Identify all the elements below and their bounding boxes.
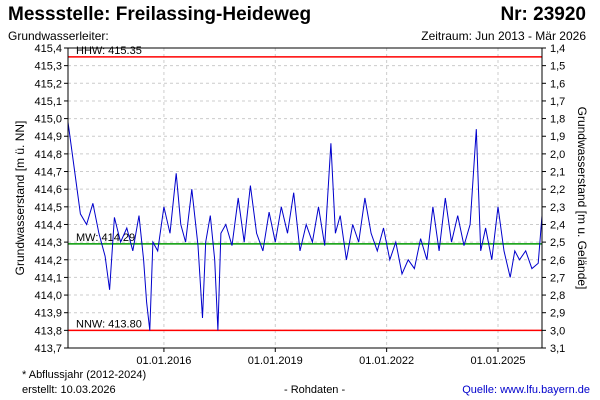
- y-tick-label-right: 1,8: [550, 114, 565, 126]
- y-tick-label-right: 2,8: [550, 290, 565, 302]
- y-tick-label-left: 414,8: [34, 149, 62, 161]
- y-tick-label-left: 415,0: [34, 114, 62, 126]
- y-tick-label-right: 1,5: [550, 61, 565, 73]
- footnote: * Abflussjahr (2012-2024): [22, 369, 147, 381]
- y-tick-label-left: 415,3: [34, 61, 62, 73]
- y-tick-label-left: 414,6: [34, 184, 62, 196]
- y-axis-label-right: Grundwasserstand [m u. Gelände]: [575, 107, 589, 290]
- y-tick-label-right: 2,4: [550, 219, 565, 231]
- x-tick-label: 01.01.2019: [248, 355, 303, 367]
- y-tick-label-left: 415,2: [34, 78, 62, 90]
- y-axis-left: 415,4 415,3 415,2 415,1 415,0 414,9 414,8 414,7…: [34, 43, 68, 355]
- source-label: Quelle:: [462, 384, 501, 396]
- y-tick-label-left: 414,9: [34, 131, 62, 143]
- y-tick-label-right: 2,9: [550, 308, 565, 320]
- x-axis: 01.01.2016 01.01.2019 01.01.2022 01.01.2025: [136, 348, 526, 367]
- reference-lines: HHW: 415.35 MW: 414.29 NNW: 413.80: [68, 45, 542, 332]
- y-tick-label-left: 415,1: [34, 96, 62, 108]
- y-tick-label-left: 415,4: [34, 43, 62, 55]
- created-date: erstellt: 10.03.2026: [22, 384, 116, 396]
- source: Quelle: www.lfu.bayern.de: [462, 384, 590, 396]
- y-tick-label-right: 1,4: [550, 43, 565, 55]
- y-tick-label-right: 1,9: [550, 131, 565, 143]
- x-tick-label: 01.01.2025: [470, 355, 525, 367]
- y-tick-label-left: 414,0: [34, 290, 62, 302]
- aquifer-label: Grundwasserleiter:: [8, 29, 109, 43]
- y-tick-label-right: 2,6: [550, 255, 565, 267]
- y-tick-label-right: 2,7: [550, 272, 565, 284]
- reference-line-label: NNW: 413.80: [76, 318, 142, 330]
- y-tick-label-left: 414,2: [34, 255, 62, 267]
- y-tick-label-right: 2,0: [550, 149, 565, 161]
- y-axis-right: 1,4 1,5 1,6 1,7 1,8 1,9 2,0 2,1 2,2 2,3 2,4 2,5 2,6 2…: [542, 43, 565, 355]
- y-tick-label-right: 1,6: [550, 78, 565, 90]
- raw-data-label: - Rohdaten -: [284, 384, 346, 396]
- grid-lines: [68, 47, 542, 349]
- y-tick-label-right: 1,7: [550, 96, 565, 108]
- y-tick-label-left: 414,7: [34, 167, 62, 179]
- station-number: Nr: 23920: [500, 4, 586, 25]
- y-axis-label-left: Grundwasserstand [m ü. NN]: [13, 121, 27, 276]
- y-tick-label-left: 413,7: [34, 343, 62, 355]
- y-tick-label-left: 413,8: [34, 325, 62, 337]
- y-tick-label-right: 2,3: [550, 202, 565, 214]
- x-tick-label: 01.01.2016: [136, 355, 191, 367]
- y-tick-label-left: 414,3: [34, 237, 62, 249]
- y-tick-label-right: 2,2: [550, 184, 565, 196]
- station-title: Messstelle: Freilassing-Heideweg: [8, 4, 312, 25]
- y-tick-label-left: 414,5: [34, 202, 62, 214]
- reference-line-label: MW: 414.29: [76, 232, 135, 244]
- y-tick-label-left: 414,4: [34, 219, 62, 231]
- series-line-groundwater: [67, 122, 543, 331]
- y-tick-label-right: 2,5: [550, 237, 565, 249]
- plot-frame: [67, 47, 543, 349]
- y-tick-label-right: 3,0: [550, 325, 565, 337]
- y-tick-label-left: 413,9: [34, 308, 62, 320]
- source-link[interactable]: www.lfu.bayern.de: [500, 384, 590, 396]
- y-tick-label-right: 2,1: [550, 167, 565, 179]
- reference-line-label: HHW: 415.35: [76, 45, 142, 57]
- y-tick-label-left: 414,1: [34, 272, 62, 284]
- y-tick-label-right: 3,1: [550, 343, 565, 355]
- x-tick-label: 01.01.2022: [359, 355, 414, 367]
- period-label: Zeitraum: Jun 2013 - Mär 2026: [421, 29, 586, 43]
